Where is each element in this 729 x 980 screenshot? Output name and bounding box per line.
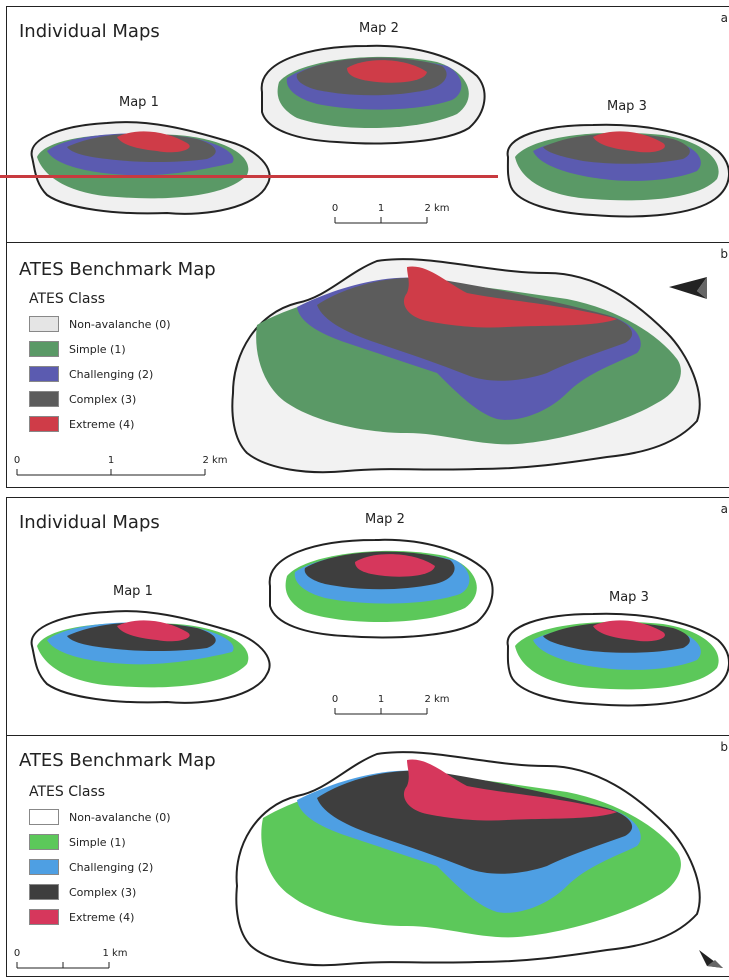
top-b-scale-tick-1: 1 — [107, 455, 115, 466]
top-legend-complex: Complex (3) — [29, 390, 136, 408]
top-b-scale-tick-0: 0 — [13, 455, 21, 466]
bottom-map-1 — [30, 610, 271, 704]
bottom-legend-title: ATES Class — [29, 784, 106, 800]
top-legend-non-avalanche: Non-avalanche (0) — [29, 315, 171, 333]
north-arrow-icon — [699, 950, 723, 968]
top-map-3 — [506, 123, 729, 218]
bottom-map-1-label: Map 1 — [113, 584, 153, 599]
bottom-b-scale-tick-0: 0 — [13, 948, 21, 959]
top-map-1-label: Map 1 — [119, 95, 159, 110]
bottom-benchmark-map — [235, 751, 701, 967]
top-benchmark-title: ATES Benchmark Map — [19, 259, 216, 280]
bottom-panel-b-letter: b — [720, 740, 728, 754]
bottom-panel-a-letter: a — [720, 502, 728, 516]
top-benchmark-map-canvas — [231, 258, 701, 474]
top-swatch-complex — [29, 391, 59, 407]
bottom-legend-simple: Simple (1) — [29, 833, 126, 851]
top-swatch-challenging — [29, 366, 59, 382]
bottom-panel-benchmark-map: ATES Benchmark Map b ATES Class Non-aval… — [6, 735, 729, 977]
bottom-swatch-non-avalanche — [29, 809, 59, 825]
bottom-legend-label-3: Complex (3) — [69, 885, 137, 899]
top-panel-benchmark-map: ATES Benchmark Map b ATES Class Non-aval… — [6, 242, 729, 488]
top-panel-individual-maps: Individual Maps a Map 1 Map 2 Map 3 0 1 … — [6, 6, 729, 244]
top-panel-a-letter: a — [720, 11, 728, 25]
top-map-2 — [260, 44, 486, 145]
bottom-panel-individual-maps: Individual Maps a Map 1 Map 2 Map 3 0 1 … — [6, 497, 729, 737]
bottom-individual-maps-canvas — [30, 538, 729, 707]
top-panel-b-letter: b — [720, 247, 728, 261]
bottom-legend-complex: Complex (3) — [29, 883, 136, 901]
top-benchmark-map — [231, 258, 701, 474]
top-a-scale-tick-2: 2 km — [424, 203, 450, 214]
bottom-map-3-label: Map 3 — [609, 590, 649, 605]
top-swatch-simple — [29, 341, 59, 357]
top-legend-label-3: Complex (3) — [69, 392, 137, 406]
bottom-legend-label-2: Challenging (2) — [69, 860, 154, 874]
bottom-swatch-complex — [29, 884, 59, 900]
top-legend-label-4: Extreme (4) — [69, 417, 135, 431]
bottom-swatch-extreme — [29, 909, 59, 925]
top-b-scale-tick-2: 2 km — [202, 455, 228, 466]
bottom-map-3 — [506, 612, 729, 707]
top-map-2-label: Map 2 — [359, 21, 399, 36]
bottom-b-scale-bar: 0 1 km — [13, 948, 145, 974]
bottom-legend-challenging: Challenging (2) — [29, 858, 153, 876]
top-b-scale-bar: 0 1 2 km — [13, 455, 235, 481]
top-swatch-extreme — [29, 416, 59, 432]
bottom-legend-extreme: Extreme (4) — [29, 908, 134, 926]
bottom-a-scale-tick-2: 2 km — [424, 694, 450, 705]
top-legend-extreme: Extreme (4) — [29, 415, 134, 433]
bottom-legend-non-avalanche: Non-avalanche (0) — [29, 808, 171, 826]
bottom-map-2-label: Map 2 — [365, 512, 405, 527]
bottom-map-2 — [268, 538, 494, 639]
bottom-b-scale-tick-1: 1 km — [102, 948, 128, 959]
bottom-legend-label-0: Non-avalanche (0) — [69, 810, 171, 824]
top-legend-label-2: Challenging (2) — [69, 367, 154, 381]
bottom-individual-maps-title: Individual Maps — [19, 512, 160, 533]
top-individual-maps-title: Individual Maps — [19, 21, 160, 42]
bottom-swatch-simple — [29, 834, 59, 850]
bottom-swatch-challenging — [29, 859, 59, 875]
bottom-legend-label-1: Simple (1) — [69, 835, 126, 849]
top-map-3-label: Map 3 — [607, 99, 647, 114]
red-annotation-line — [0, 175, 498, 178]
top-a-scale-tick-1: 1 — [377, 203, 385, 214]
north-arrow-icon — [669, 277, 707, 299]
top-individual-maps-canvas — [30, 44, 729, 218]
bottom-a-scale-bar: 0 1 2 km — [331, 694, 453, 720]
bottom-a-scale-tick-0: 0 — [331, 694, 339, 705]
top-swatch-non-avalanche — [29, 316, 59, 332]
top-legend-label-0: Non-avalanche (0) — [69, 317, 171, 331]
top-a-scale-bar: 0 1 2 km — [331, 203, 453, 229]
bottom-legend-label-4: Extreme (4) — [69, 910, 135, 924]
top-legend-challenging: Challenging (2) — [29, 365, 153, 383]
top-legend-title: ATES Class — [29, 291, 106, 307]
bottom-benchmark-map-canvas — [235, 751, 701, 967]
top-legend-label-1: Simple (1) — [69, 342, 126, 356]
top-map-1 — [30, 121, 271, 215]
top-legend-simple: Simple (1) — [29, 340, 126, 358]
bottom-benchmark-title: ATES Benchmark Map — [19, 750, 216, 771]
bottom-a-scale-tick-1: 1 — [377, 694, 385, 705]
top-a-scale-tick-0: 0 — [331, 203, 339, 214]
